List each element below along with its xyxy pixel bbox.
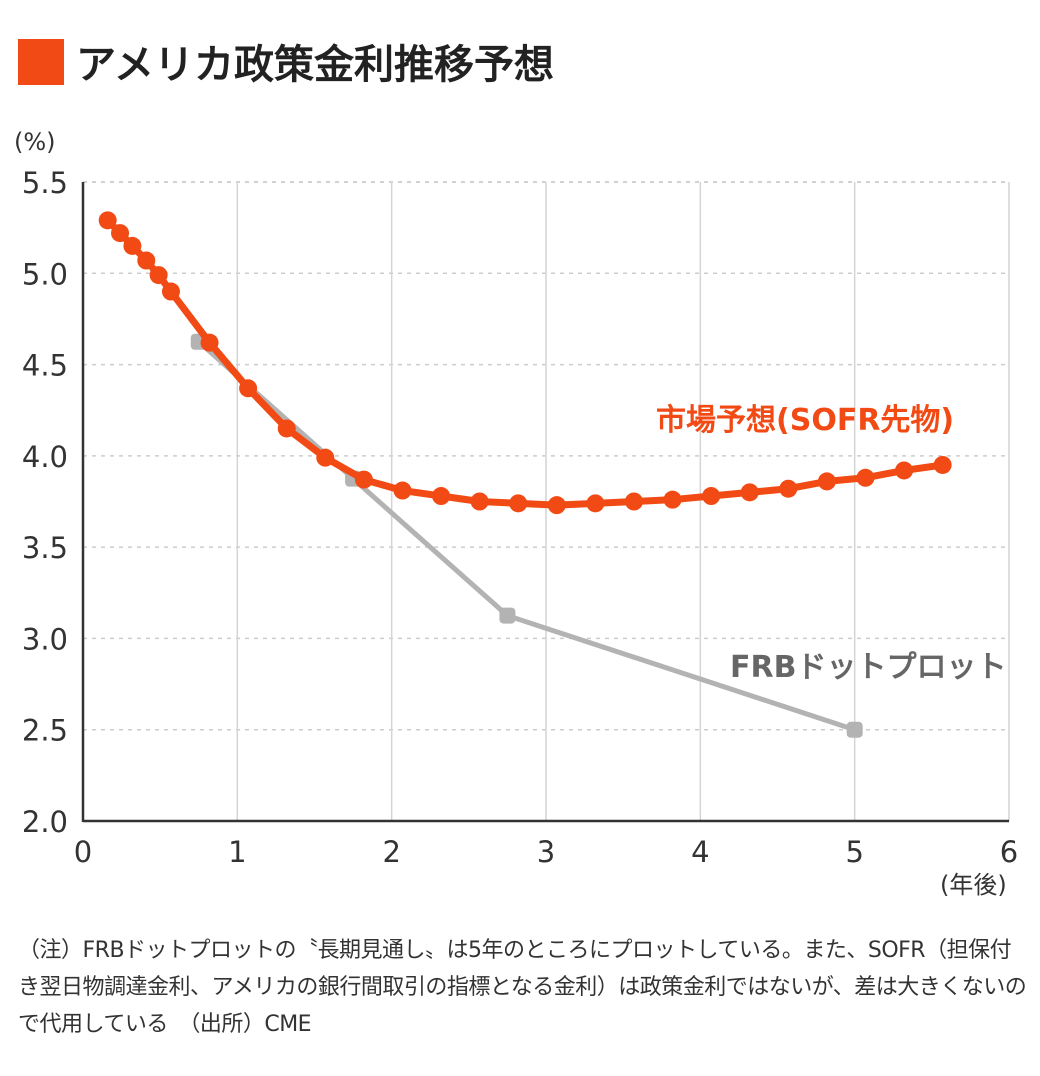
y-tick-label: 3.0	[22, 622, 68, 656]
data-point	[895, 461, 914, 480]
y-tick-label: 5.0	[22, 257, 68, 291]
data-point	[354, 470, 373, 489]
y-tick-label: 2.0	[22, 805, 68, 839]
y-tick-label: 4.0	[22, 440, 68, 474]
data-point	[393, 481, 412, 500]
data-point	[123, 236, 142, 255]
y-tick-label: 2.5	[22, 714, 68, 748]
data-point	[316, 448, 335, 467]
x-tick-label: 1	[228, 835, 246, 869]
footnote: （注）FRBドットプロットの〝長期見通し〟は5年のところにプロットしている。また…	[18, 938, 1027, 1037]
data-point	[277, 419, 296, 438]
x-tick-label: 0	[74, 835, 92, 869]
data-point	[509, 494, 528, 513]
x-tick-label: 5	[845, 835, 863, 869]
data-point	[499, 607, 516, 624]
data-point	[239, 379, 258, 398]
series-line	[197, 339, 856, 733]
data-point	[470, 492, 489, 511]
x-tick-label: 6	[1000, 835, 1018, 869]
data-point	[856, 468, 875, 487]
series-label-frb: FRBドットプロット	[730, 650, 1006, 685]
series-line	[105, 217, 944, 509]
data-point	[586, 494, 605, 513]
data-point	[624, 492, 643, 511]
data-point	[161, 282, 180, 301]
title-marker	[18, 39, 64, 85]
data-point	[137, 251, 156, 270]
data-point	[779, 479, 798, 498]
data-point	[200, 333, 219, 352]
data-point	[98, 211, 117, 230]
data-point	[817, 472, 836, 491]
data-point	[149, 266, 168, 285]
y-axis-label: (%)	[14, 128, 56, 156]
data-point	[846, 721, 863, 738]
y-tick-label: 3.5	[22, 531, 68, 565]
data-point	[933, 455, 952, 474]
series-label-sofr: 市場予想(SOFR先物)	[656, 403, 954, 438]
y-tick-label: 4.5	[22, 349, 68, 383]
y-tick-label: 5.5	[22, 166, 68, 200]
data-point	[547, 496, 566, 515]
data-point	[702, 487, 721, 506]
chart-title: アメリカ政策金利推移予想	[76, 42, 554, 88]
x-tick-label: 3	[537, 835, 555, 869]
x-axis-label: (年後)	[940, 871, 1007, 899]
data-point	[663, 490, 682, 509]
data-point	[432, 487, 451, 506]
data-point	[111, 224, 130, 243]
x-tick-label: 2	[382, 835, 400, 869]
x-tick-label: 4	[691, 835, 709, 869]
data-point	[740, 483, 759, 502]
